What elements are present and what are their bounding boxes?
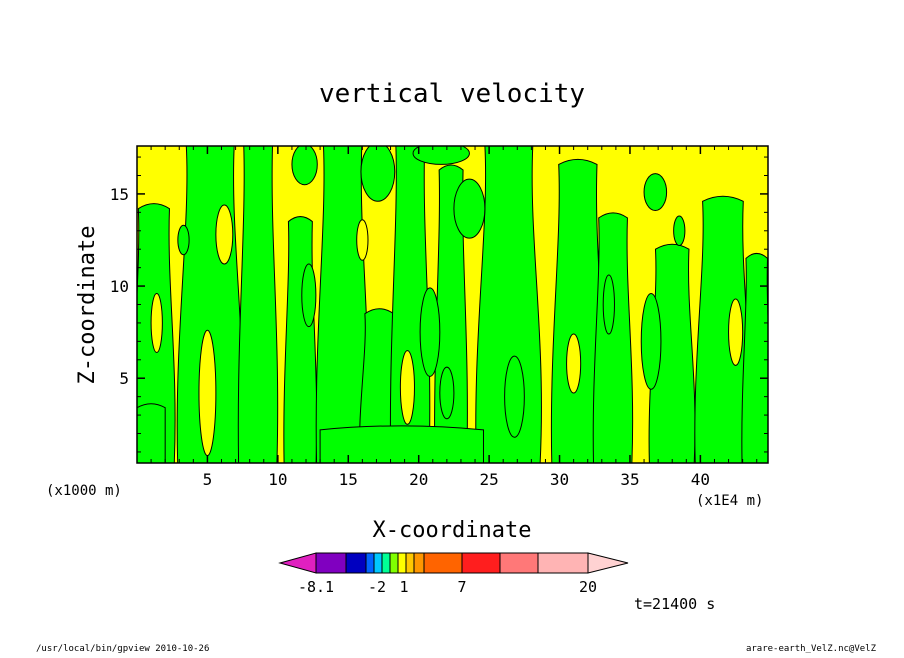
colorbar-segment-2: [345, 552, 367, 574]
yellow-region-0: [198, 329, 217, 457]
colorbar-segment-6: [389, 552, 399, 574]
green-blob-10: [504, 355, 525, 438]
colorbar-segment-13: [537, 552, 589, 574]
x-tick-label-7: 40: [691, 470, 710, 489]
yellow-region-5: [356, 219, 369, 261]
x-tick-label-6: 35: [620, 470, 639, 489]
green-blob-9: [439, 366, 455, 420]
plot-area: [136, 145, 769, 464]
colorbar-segment-0: [278, 552, 317, 574]
x-tick-label-1: 10: [268, 470, 287, 489]
x-unit-left-label: (x1000 m): [46, 483, 122, 499]
yellow-region-2: [399, 350, 415, 425]
x-axis-ticks: 5 10 15 20 25 30 35 40: [150, 146, 758, 489]
green-region-8: [475, 146, 542, 463]
colorbar-label-3: 7: [457, 578, 466, 596]
green-blob-8: [419, 287, 441, 377]
colorbar-segment-4: [373, 552, 383, 574]
bottom-green-band-0: [319, 425, 484, 463]
green-blob-2: [412, 146, 470, 165]
colorbar-segment-8: [405, 552, 415, 574]
x-tick-label-0: 5: [203, 470, 213, 489]
colorbar-segment-1: [315, 552, 347, 574]
green-region-3: [283, 216, 318, 463]
y-tick-label-0: 5: [119, 369, 129, 388]
x-tick-label-3: 20: [409, 470, 428, 489]
yellow-region-1: [215, 204, 234, 265]
colorbar-segment-10: [423, 552, 463, 574]
x-tick-label-4: 25: [479, 470, 498, 489]
colorbar-label-2: 1: [399, 578, 408, 596]
colorbar-segment-7: [397, 552, 407, 574]
colorbar-segment-11: [461, 552, 501, 574]
green-blob-0: [291, 146, 318, 186]
colorbar-label-0: -8.1: [298, 578, 334, 596]
green-blob-7: [602, 274, 615, 335]
x-unit-right-label: (x1E4 m): [696, 493, 763, 509]
green-blob-6: [640, 292, 662, 390]
colorbar-segment-3: [365, 552, 375, 574]
colorbar-segment-14: [587, 552, 629, 574]
green-region-10: [592, 212, 634, 463]
y-tick-label-1: 10: [110, 277, 129, 296]
colorbar-label-1: -2: [368, 578, 386, 596]
green-blob-11: [177, 224, 190, 256]
y-axis-ticks: 5 10 15: [110, 156, 768, 453]
colorbar: [278, 552, 629, 574]
footer-right: arare-earth_VelZ.nc@VelZ: [746, 644, 877, 654]
yellow-region-6: [150, 292, 163, 353]
green-region-2: [237, 146, 279, 463]
chart-title: vertical velocity: [319, 79, 585, 109]
x-axis-label: X-coordinate: [373, 518, 532, 543]
velocity-field: [137, 146, 768, 463]
green-blob-5: [673, 215, 686, 247]
colorbar-tick-labels: -8.1 -2 1 7 20: [298, 578, 597, 596]
footer-left: /usr/local/bin/gpview 2010-10-26: [36, 644, 209, 654]
green-blob-1: [360, 146, 396, 202]
yellow-region-4: [728, 298, 744, 366]
y-tick-label-2: 15: [110, 185, 129, 204]
green-region-13: [741, 252, 768, 463]
time-label: t=21400 s: [634, 595, 715, 613]
yellow-region-3: [566, 333, 582, 394]
colorbar-label-4: 20: [579, 578, 597, 596]
x-tick-label-2: 15: [339, 470, 358, 489]
green-blob-12: [301, 263, 317, 328]
colorbar-segment-12: [499, 552, 539, 574]
colorbar-segment-5: [381, 552, 391, 574]
x-tick-label-5: 30: [550, 470, 569, 489]
green-blob-3: [453, 178, 486, 239]
y-axis-label: Z-coordinate: [75, 226, 100, 385]
green-blob-4: [643, 173, 668, 212]
colorbar-segment-9: [413, 552, 425, 574]
